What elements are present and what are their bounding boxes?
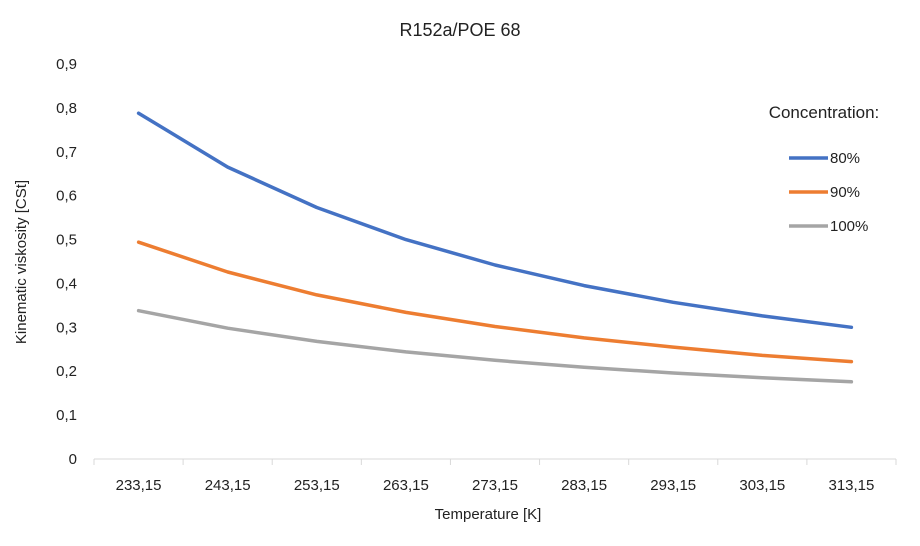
legend: Concentration: 80% 90% 100% bbox=[769, 103, 880, 235]
x-tick-label: 243,15 bbox=[205, 477, 251, 494]
series-line-80pct bbox=[136, 111, 854, 330]
y-tick-label: 0 bbox=[69, 451, 77, 468]
y-tick-label: 0,1 bbox=[56, 407, 77, 424]
plot-area bbox=[136, 111, 854, 384]
x-tick-label: 313,15 bbox=[828, 477, 874, 494]
y-tick-label: 0,8 bbox=[56, 100, 77, 117]
y-tick-label: 0,2 bbox=[56, 363, 77, 380]
x-tick-label: 263,15 bbox=[383, 477, 429, 494]
y-tick-label: 0,6 bbox=[56, 188, 77, 205]
x-tick-label: 233,15 bbox=[116, 477, 162, 494]
x-tick-label: 253,15 bbox=[294, 477, 340, 494]
series-line-90pct bbox=[136, 240, 854, 364]
y-tick-label: 0,9 bbox=[56, 56, 77, 73]
legend-label: 90% bbox=[830, 184, 860, 201]
series-line-100pct bbox=[136, 308, 854, 384]
x-tick-label: 273,15 bbox=[472, 477, 518, 494]
y-axis-title: Kinematic viskosity [CSt] bbox=[13, 180, 30, 344]
x-tick-label: 293,15 bbox=[650, 477, 696, 494]
legend-title: Concentration: bbox=[769, 103, 880, 122]
x-tick-label: 303,15 bbox=[739, 477, 785, 494]
legend-label: 100% bbox=[830, 218, 868, 235]
x-axis-title: Temperature [K] bbox=[435, 506, 542, 523]
y-tick-label: 0,5 bbox=[56, 232, 77, 249]
x-axis: 233,15 243,15 253,15 263,15 273,15 283,15 293,… bbox=[93, 458, 897, 494]
y-tick-label: 0,4 bbox=[56, 275, 77, 292]
y-tick-label: 0,3 bbox=[56, 319, 77, 336]
legend-label: 80% bbox=[830, 150, 860, 167]
y-tick-label: 0,7 bbox=[56, 144, 77, 161]
y-axis: 0 0,1 0,2 0,3 0,4 0,5 0,6 0,7 0,8 0,9 bbox=[56, 56, 77, 468]
x-tick-label: 283,15 bbox=[561, 477, 607, 494]
chart-title: R152a/POE 68 bbox=[399, 20, 520, 40]
